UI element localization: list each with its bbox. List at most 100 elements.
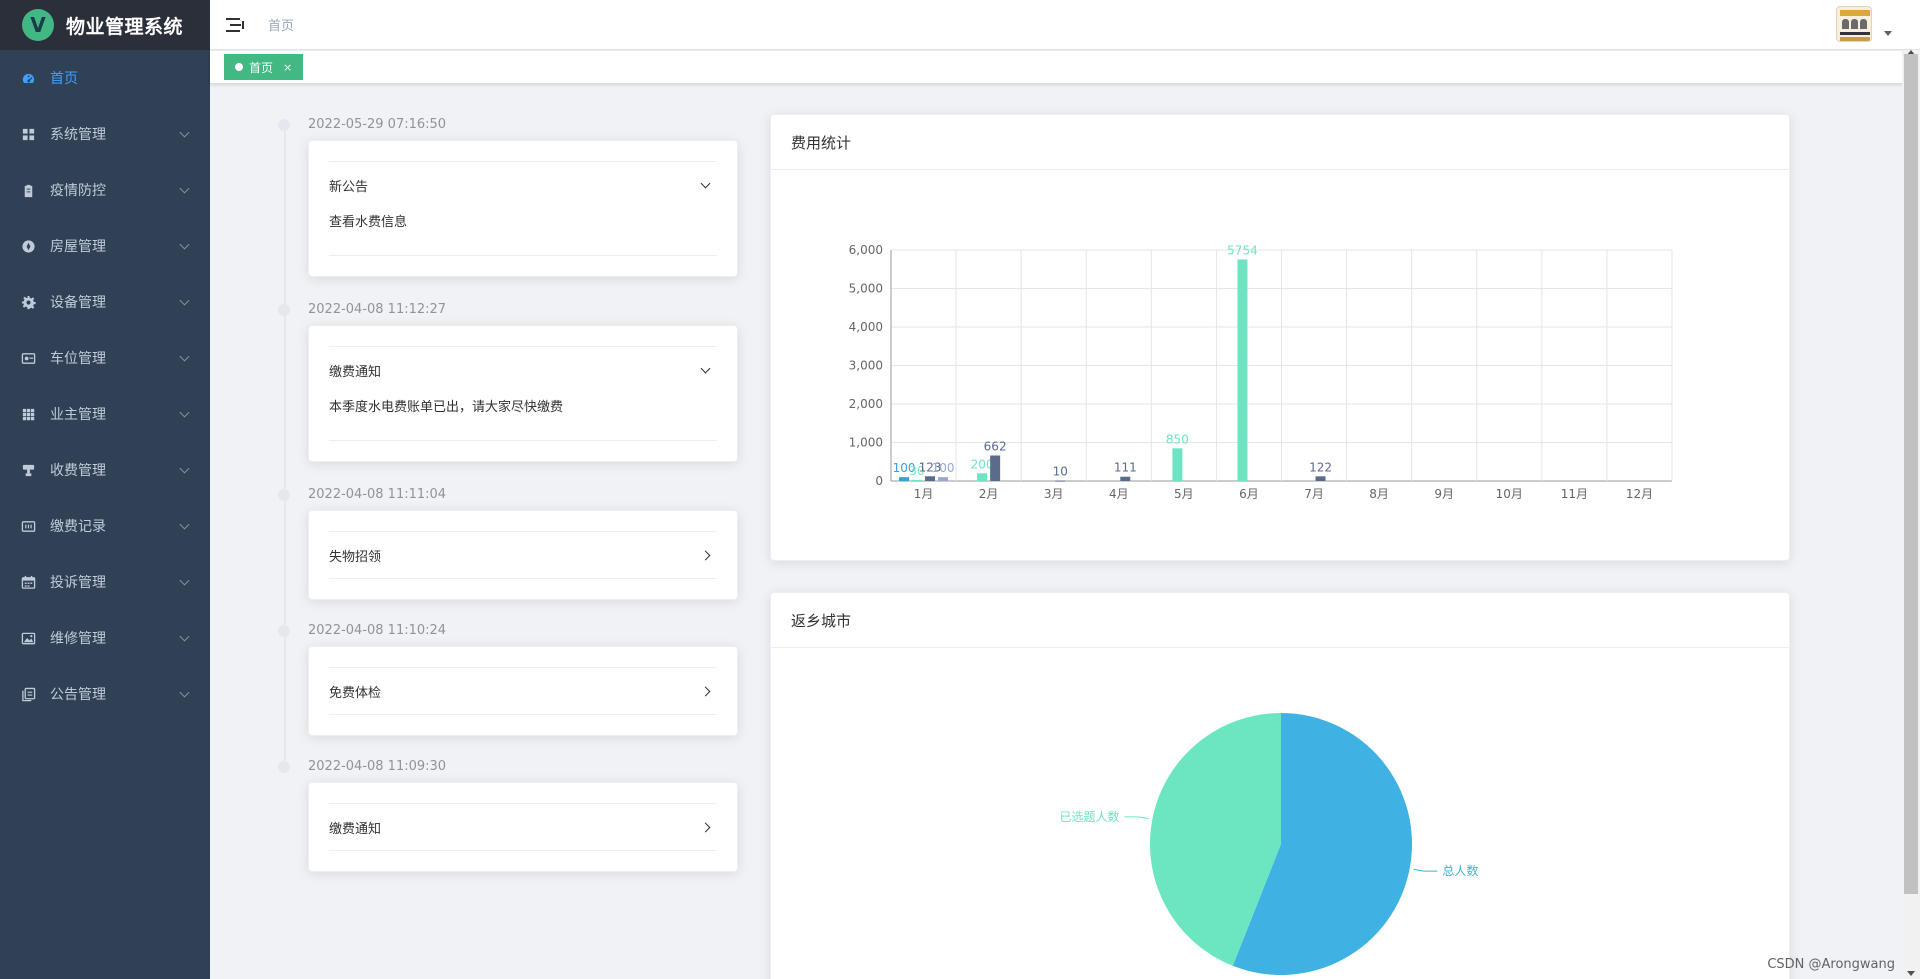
- chevron-down-icon: [179, 351, 190, 362]
- dot-icon: [235, 63, 243, 71]
- x-tick-label: 5月: [1174, 487, 1194, 501]
- bar-chart: 0 1,000 2,000 3,000 4,000 5,000 6,000 1月 2月 3月 4月 5…: [849, 243, 1673, 501]
- bar: [1237, 259, 1248, 481]
- bar: [912, 479, 923, 481]
- y-tick-label: 5,000: [849, 282, 883, 296]
- y-tick-label: 2,000: [849, 397, 883, 411]
- chevron-down-icon: [179, 463, 190, 474]
- chevron-down-icon: [179, 183, 190, 194]
- chevron-down-icon: [179, 127, 190, 138]
- sidebar-item-label: 投诉管理: [50, 575, 106, 591]
- sidebar-item-label: 设备管理: [50, 295, 106, 311]
- chevron-down-icon: [179, 295, 190, 306]
- slice-label: 总人数: [1442, 863, 1478, 878]
- vue-logo-icon: [22, 9, 54, 41]
- collapse-header[interactable]: 免费体检: [329, 667, 717, 715]
- sidebar-item-label: 首页: [50, 71, 78, 87]
- sidebar-item-2[interactable]: 疫情防控: [0, 162, 210, 218]
- sidebar-item-label: 房屋管理: [50, 239, 106, 255]
- tags-view: 首页 ×: [210, 51, 1920, 84]
- bar: [899, 477, 910, 481]
- notice-card: 缴费通知: [308, 782, 738, 872]
- collapse-header[interactable]: 缴费通知: [329, 346, 717, 394]
- calendar-icon: [20, 574, 36, 590]
- timeline-dot: [278, 761, 290, 773]
- sidebar-item-7[interactable]: 收费管理: [0, 442, 210, 498]
- y-tick-label: 3,000: [849, 359, 883, 373]
- sidebar-item-1[interactable]: 系统管理: [0, 106, 210, 162]
- timeline-dot: [278, 304, 290, 316]
- parking-icon: [20, 350, 36, 366]
- documents-icon: [20, 686, 36, 702]
- sidebar-item-label: 疫情防控: [50, 183, 106, 199]
- sidebar: 物业管理系统 首页系统管理疫情防控房屋管理设备管理车位管理业主管理收费管理缴费记…: [0, 0, 210, 979]
- city-chart-card: 返乡城市 总人数 已选题人数: [770, 592, 1790, 979]
- avatar[interactable]: [1836, 6, 1872, 42]
- data-label: 10: [1053, 465, 1068, 479]
- x-tick-label: 11月: [1561, 487, 1588, 501]
- collapse-header[interactable]: 新公告: [329, 161, 717, 209]
- compass-icon: [20, 238, 36, 254]
- data-label: 662: [984, 440, 1007, 454]
- bar: [977, 473, 988, 481]
- stamp-icon: [20, 462, 36, 478]
- x-tick-label: 2月: [979, 487, 999, 501]
- close-icon[interactable]: ×: [283, 60, 293, 74]
- x-tick-label: 8月: [1369, 487, 1389, 501]
- scrollbar[interactable]: [1902, 50, 1920, 979]
- sidebar-item-10[interactable]: 维修管理: [0, 610, 210, 666]
- timeline-dot: [278, 625, 290, 637]
- sidebar-item-3[interactable]: 房屋管理: [0, 218, 210, 274]
- bar: [990, 455, 1001, 481]
- sidebar-item-4[interactable]: 设备管理: [0, 274, 210, 330]
- sidebar-item-9[interactable]: 投诉管理: [0, 554, 210, 610]
- notice-title: 缴费通知: [329, 821, 382, 837]
- collapse-header[interactable]: 缴费通知: [329, 803, 717, 851]
- data-label: 200: [971, 457, 994, 471]
- bar: [1120, 476, 1131, 481]
- notice-card: 失物招领: [308, 510, 738, 600]
- sidebar-item-label: 车位管理: [50, 351, 106, 367]
- label-line: [1124, 816, 1149, 820]
- bar: [1055, 480, 1066, 482]
- dashboard-icon: [20, 70, 36, 86]
- sidebar-item-6[interactable]: 业主管理: [0, 386, 210, 442]
- tag-home[interactable]: 首页 ×: [224, 54, 304, 80]
- pie-chart: 总人数 已选题人数: [1060, 713, 1478, 975]
- timeline-timestamp: 2022-04-08 11:11:04: [308, 487, 447, 502]
- tag-label: 首页: [249, 60, 274, 75]
- gear-icon: [20, 294, 36, 310]
- hamburger-icon[interactable]: [226, 17, 244, 33]
- collapse-header[interactable]: 失物招领: [329, 531, 717, 579]
- timeline-timestamp: 2022-05-29 07:16:50: [308, 117, 447, 132]
- scroll-down-icon[interactable]: [1907, 971, 1915, 976]
- pie-slice: [1232, 713, 1412, 975]
- notice-card: 缴费通知 本季度水电费账单已出，请大家尽快缴费: [308, 325, 738, 462]
- sidebar-item-label: 公告管理: [50, 687, 106, 703]
- logo[interactable]: 物业管理系统: [0, 0, 210, 50]
- sidebar-item-8[interactable]: 缴费记录: [0, 498, 210, 554]
- sidebar-item-0[interactable]: 首页: [0, 50, 210, 106]
- caret-down-icon[interactable]: [1884, 31, 1892, 36]
- sidebar-item-5[interactable]: 车位管理: [0, 330, 210, 386]
- sidebar-item-11[interactable]: 公告管理: [0, 666, 210, 722]
- sidebar-item-label: 业主管理: [50, 407, 106, 423]
- notice-title: 失物招领: [329, 549, 382, 565]
- scroll-up-icon[interactable]: [1907, 50, 1915, 55]
- notice-title: 缴费通知: [329, 365, 382, 380]
- x-tick-label: 9月: [1434, 487, 1454, 501]
- grid-icon: [20, 126, 36, 142]
- scrollbar-thumb[interactable]: [1904, 54, 1918, 894]
- chevron-down-icon: [179, 687, 190, 698]
- notice-card: 新公告 查看水费信息: [308, 140, 738, 277]
- chevron-right-icon: [700, 550, 711, 560]
- breadcrumb[interactable]: 首页: [268, 19, 295, 34]
- sidebar-item-label: 收费管理: [50, 463, 106, 479]
- notice-card: 免费体检: [308, 646, 738, 736]
- sidebar-menu: 首页系统管理疫情防控房屋管理设备管理车位管理业主管理收费管理缴费记录投诉管理维修…: [0, 50, 210, 722]
- x-tick-label: 4月: [1109, 487, 1129, 501]
- y-tick-label: 4,000: [849, 320, 883, 334]
- data-label: 5754: [1227, 243, 1258, 257]
- y-tick-label: 0: [875, 474, 883, 488]
- x-tick-label: 1月: [914, 487, 934, 501]
